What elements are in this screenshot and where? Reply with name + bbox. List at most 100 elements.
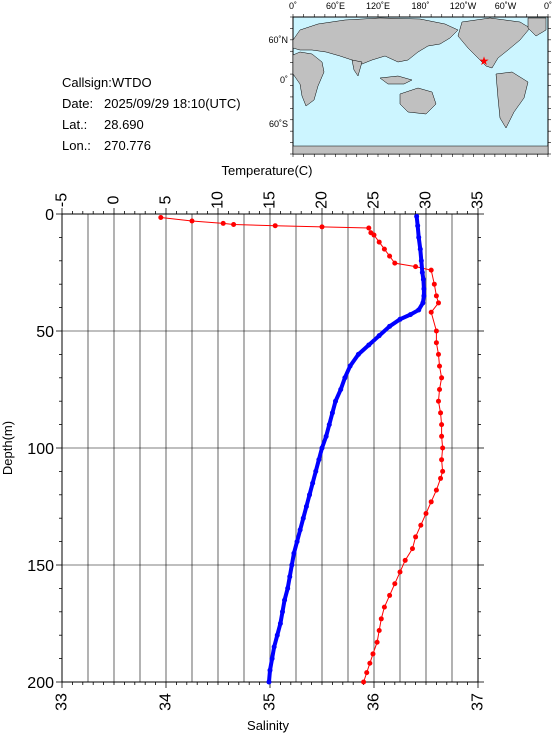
salinity-profile-line bbox=[160, 217, 444, 683]
map-lon-label: 0˚ bbox=[544, 1, 552, 11]
temperature-point bbox=[355, 351, 361, 357]
salinity-point bbox=[413, 534, 419, 540]
temperature-point bbox=[420, 300, 426, 306]
temperature-tick-label: 30 bbox=[418, 191, 435, 209]
salinity-point bbox=[402, 557, 408, 563]
salinity-point bbox=[439, 375, 445, 381]
salinity-point bbox=[439, 433, 445, 439]
chart-grid bbox=[61, 214, 479, 682]
salinity-point bbox=[431, 281, 437, 287]
salinity-point bbox=[433, 328, 439, 334]
temperature-point bbox=[307, 492, 313, 498]
temperature-profile-line bbox=[266, 216, 426, 683]
temperature-tick-label: 35 bbox=[470, 191, 487, 209]
salinity-point bbox=[433, 293, 439, 299]
land-south-america bbox=[495, 71, 529, 129]
temperature-point bbox=[277, 621, 283, 626]
map-lon-label: 0˚ bbox=[289, 1, 297, 11]
temperature-point bbox=[294, 539, 300, 545]
salinity-point bbox=[418, 522, 424, 528]
callsign-row: Callsign:WTDO bbox=[62, 72, 241, 93]
temperature-point bbox=[418, 258, 424, 264]
salinity-point bbox=[392, 260, 398, 266]
temperature-point bbox=[282, 597, 288, 603]
salinity-tick-label: 34 bbox=[158, 693, 175, 711]
temperature-point bbox=[313, 468, 319, 474]
depth-tick-label: 50 bbox=[36, 324, 54, 341]
temperature-point bbox=[323, 433, 329, 439]
series-layer bbox=[158, 213, 446, 685]
salinity-point bbox=[397, 569, 403, 575]
salinity-point bbox=[413, 264, 419, 270]
temperature-point bbox=[285, 585, 291, 591]
salinity-axis-label: Salinity bbox=[247, 718, 289, 733]
land-greenland bbox=[527, 17, 547, 37]
land-africa bbox=[292, 51, 325, 107]
land-eurasia bbox=[292, 17, 459, 65]
salinity-point bbox=[319, 224, 325, 230]
salinity-point bbox=[378, 616, 384, 622]
station-info: Callsign:WTDO Date: 2025/09/29 18:10(UTC)… bbox=[62, 72, 241, 156]
temperature-point bbox=[329, 410, 335, 416]
map-border-ticks bbox=[290, 14, 551, 157]
temperature-point bbox=[289, 562, 295, 568]
date-label: Date: bbox=[62, 96, 94, 111]
location-map: 0˚ 60˚E 120˚E 180˚ 120˚W 60˚W 0˚ 60˚N 0˚ 60˚S ★ bbox=[268, 1, 552, 157]
map-lon-label: 60˚W bbox=[495, 1, 517, 11]
salinity-point bbox=[231, 222, 237, 228]
map-lat-label: 60˚S bbox=[269, 119, 288, 129]
temperature-point bbox=[279, 609, 285, 615]
temperature-point bbox=[421, 286, 427, 292]
temperature-point bbox=[300, 515, 306, 521]
temperature-point bbox=[415, 223, 421, 229]
salinity-point bbox=[438, 410, 444, 416]
salinity-point bbox=[440, 445, 446, 451]
salinity-tick-label: 35 bbox=[262, 693, 279, 711]
map-lat-label: 0˚ bbox=[280, 75, 288, 85]
land-australia bbox=[399, 87, 437, 115]
temperature-point bbox=[407, 312, 413, 318]
depth-tick-label: 150 bbox=[27, 558, 54, 575]
salinity-point bbox=[438, 475, 444, 481]
map-lat-label: 60˚N bbox=[268, 35, 288, 45]
salinity-point bbox=[376, 239, 382, 245]
salinity-tick-labels: 33 34 35 36 37 bbox=[54, 693, 487, 711]
temperature-point bbox=[271, 644, 277, 650]
temperature-point bbox=[297, 527, 303, 533]
temperature-point bbox=[419, 270, 425, 275]
temperature-point bbox=[366, 342, 372, 348]
depth-axis-label: Depth(m) bbox=[0, 421, 15, 475]
temperature-point bbox=[387, 323, 393, 329]
date-value: 2025/09/29 18:10(UTC) bbox=[104, 96, 241, 111]
depth-tick-labels: 0 50 100 150 200 bbox=[27, 207, 54, 692]
depth-tick-label: 100 bbox=[27, 441, 54, 458]
lon-value: 270.776 bbox=[104, 138, 151, 153]
temperature-point bbox=[326, 422, 332, 428]
temperature-tick-label: 20 bbox=[314, 191, 331, 209]
salinity-point bbox=[435, 398, 441, 404]
temperature-point bbox=[333, 398, 339, 404]
salinity-point bbox=[158, 215, 164, 221]
salinity-point bbox=[435, 300, 441, 306]
station-marker-icon: ★ bbox=[479, 54, 490, 68]
temperature-point bbox=[319, 445, 325, 451]
temperature-point bbox=[310, 480, 316, 486]
map-lon-label: 120˚E bbox=[366, 1, 390, 11]
lat-value: 28.690 bbox=[104, 117, 144, 132]
temperature-point bbox=[267, 667, 273, 673]
salinity-point bbox=[439, 457, 445, 463]
salinity-point bbox=[440, 468, 446, 474]
temperature-tick-labels: -5 0 5 10 15 20 25 30 35 bbox=[54, 191, 487, 209]
temperature-point bbox=[397, 316, 403, 322]
temperature-tick-label: -5 bbox=[54, 193, 71, 207]
salinity-point bbox=[439, 422, 445, 428]
lon-row: Lon.: 270.776 bbox=[62, 135, 241, 156]
temperature-point bbox=[269, 656, 275, 662]
salinity-point bbox=[220, 220, 226, 226]
temperature-point bbox=[416, 307, 422, 313]
salinity-point bbox=[366, 225, 372, 231]
salinity-point bbox=[437, 387, 443, 392]
salinity-point bbox=[376, 628, 382, 634]
temperature-point bbox=[414, 213, 420, 219]
